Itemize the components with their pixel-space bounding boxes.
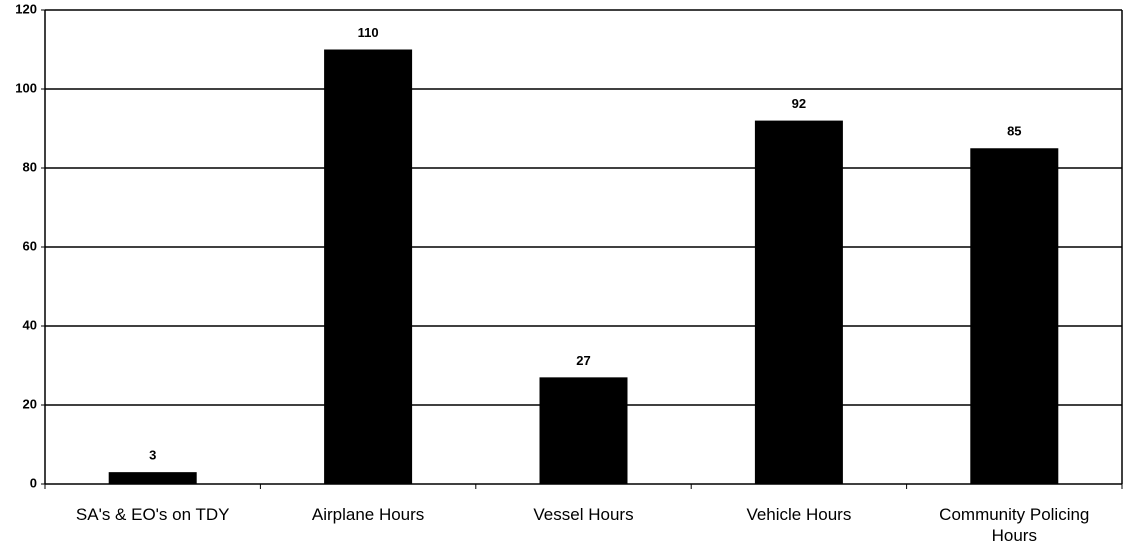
x-tick-label: Airplane Hours	[311, 505, 425, 524]
bar	[754, 120, 843, 484]
y-tick-label: 60	[23, 238, 37, 253]
value-label: 92	[792, 96, 806, 111]
y-tick-label: 120	[15, 1, 37, 16]
bar	[108, 472, 197, 484]
y-tick-label: 80	[23, 159, 37, 174]
x-tick-label: Vessel Hours	[533, 505, 634, 524]
y-tick-label: 40	[23, 317, 37, 332]
y-tick-label: 20	[23, 396, 37, 411]
bar	[324, 49, 413, 484]
value-label: 3	[149, 448, 156, 463]
y-tick-label: 100	[15, 80, 37, 95]
value-label: 85	[1007, 124, 1021, 139]
x-tick-label: Community Policing Hours	[939, 505, 1090, 545]
x-tick-label: Vehicle Hours	[746, 505, 852, 524]
x-tick-label: SA's & EO's on TDY	[75, 505, 230, 524]
value-label: 110	[358, 25, 379, 40]
bar	[970, 148, 1059, 484]
value-label: 27	[576, 353, 590, 368]
bar	[539, 377, 628, 484]
y-tick-label: 0	[30, 475, 37, 490]
